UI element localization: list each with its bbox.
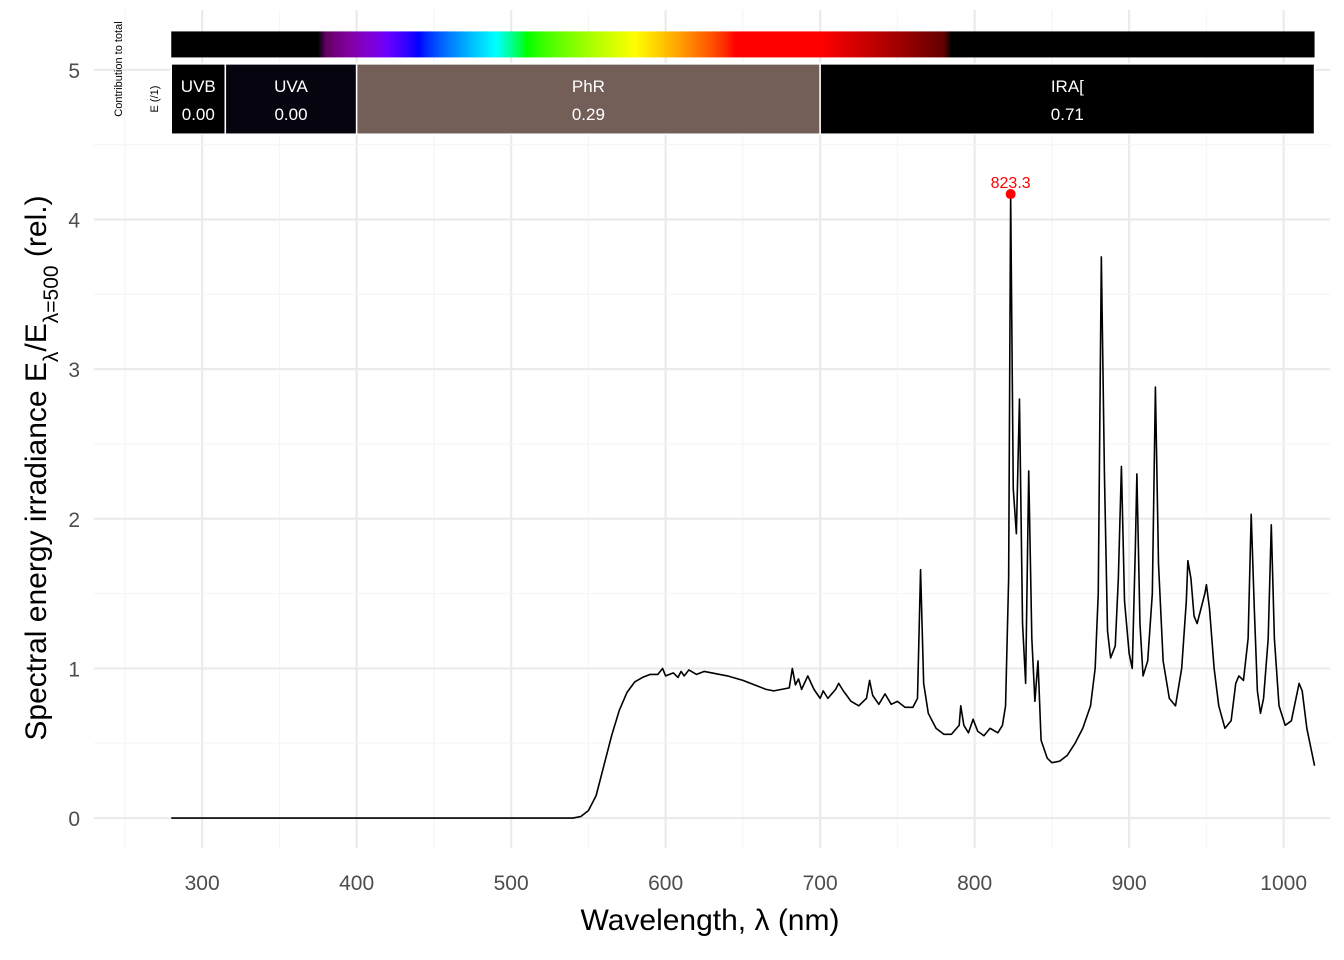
band-value: 0.00 [182,105,215,124]
x-tick-label: 700 [803,872,838,895]
peak-marker [1005,189,1016,200]
grid-lines [94,10,1330,848]
band-label: Contribution to total E (/1) [113,21,161,116]
y-title-slash: /E [20,323,53,351]
peak-label: 823.3 [991,175,1031,192]
band-value: 0.00 [274,105,307,124]
band-value: 0.29 [572,105,605,124]
x-tick-label: 1000 [1260,872,1307,895]
spectral-color-bar [171,31,1315,58]
y-title-sub1: λ [40,351,63,362]
band-name: UVB [181,77,216,96]
band-name: PhR [572,77,605,96]
band-label-contribution: Contribution to total [113,21,125,116]
x-tick-label: 600 [648,872,683,895]
band-box [819,63,1316,135]
y-tick-label: 4 [68,210,80,233]
band-name: UVA [274,77,308,96]
y-axis-ticks: 0 1 2 3 4 5 [68,60,80,831]
band-box [355,63,821,135]
x-axis-title: Wavelength, λ (nm) [581,904,840,937]
y-tick-label: 3 [68,359,80,382]
x-tick-label: 500 [494,872,529,895]
band-name: IRA[ [1051,77,1084,96]
y-title-tail: (rel.) [20,195,53,265]
band-value: 0.71 [1051,105,1084,124]
x-axis-ticks: 300 400 500 600 700 800 900 1000 [185,872,1307,895]
x-tick-label: 400 [339,872,374,895]
peak-annotation: 823.3 [991,175,1031,200]
x-tick-label: 900 [1112,872,1147,895]
band-label-units: E (/1) [149,86,161,113]
y-tick-label: 0 [68,808,80,831]
y-axis-title: Spectral energy irradiance Eλ/Eλ=500 (re… [20,195,63,740]
band-contribution-boxes: UVB 0.00 UVA 0.00 PhR 0.29 IRA[ 0.71 [170,63,1316,135]
x-tick-label: 800 [957,872,992,895]
y-tick-label: 2 [68,509,80,532]
y-title-sub2: λ=500 [40,265,63,323]
y-tick-label: 5 [68,60,80,83]
y-tick-label: 1 [68,658,80,681]
color-bar [171,31,1315,58]
x-tick-label: 300 [185,872,220,895]
y-title-main: Spectral energy irradiance E [20,362,53,741]
